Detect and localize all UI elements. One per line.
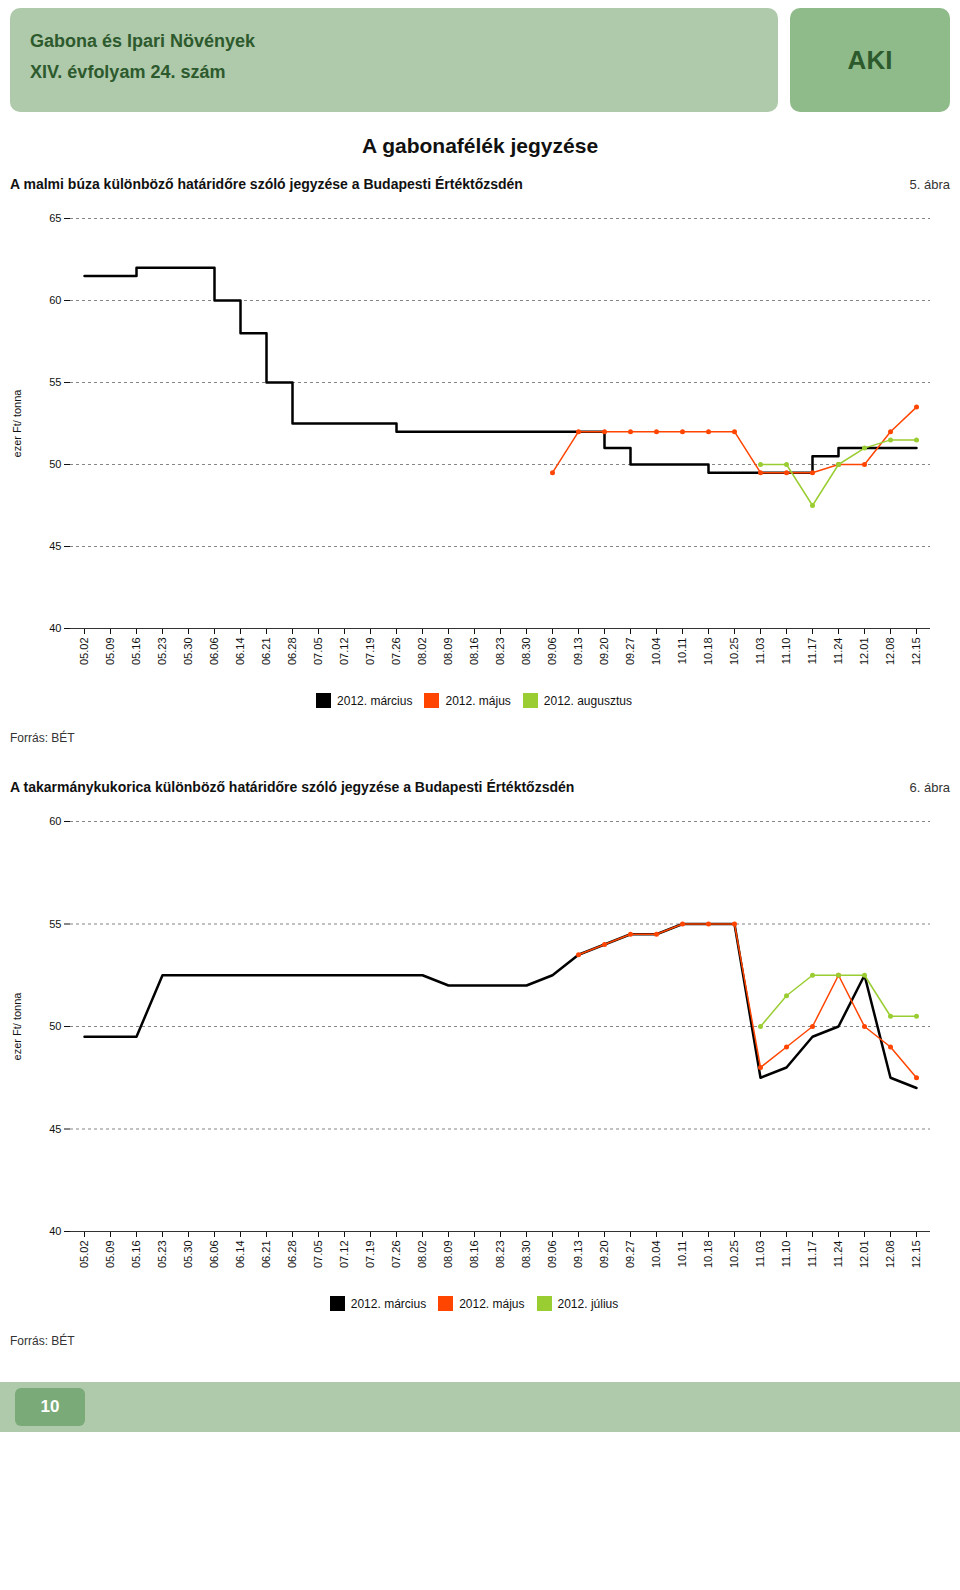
svg-text:10.04: 10.04 <box>650 638 662 666</box>
html-text:2012. március: 2012. március <box>337 693 413 708</box>
svg-text:11.17: 11.17 <box>806 1241 818 1268</box>
svg-text:09.20: 09.20 <box>598 1241 610 1269</box>
html-text:2012. július: 2012. július <box>557 1296 619 1311</box>
svg-text:11.10: 11.10 <box>780 638 792 665</box>
svg-text:12.01: 12.01 <box>858 1241 870 1269</box>
svg-text:45: 45 <box>49 1123 61 1135</box>
svg-text:10.18: 10.18 <box>702 1241 714 1269</box>
svg-text:07.12: 07.12 <box>338 638 350 666</box>
svg-text:05.09: 05.09 <box>104 1241 116 1269</box>
svg-text:11.17: 11.17 <box>806 638 818 665</box>
svg-text:07.19: 07.19 <box>364 638 376 666</box>
html-text:Forrás: BÉT: Forrás: BÉT <box>10 731 75 745</box>
svg-text:08.02: 08.02 <box>416 1241 428 1269</box>
svg-text:10.11: 10.11 <box>676 638 688 665</box>
svg-text:ezer Ft/ tonna: ezer Ft/ tonna <box>11 389 23 458</box>
html-text:A gabonafélék jegyzése: A gabonafélék jegyzése <box>361 134 599 157</box>
svg-text:40: 40 <box>49 1225 61 1237</box>
svg-text:ezer Ft/ tonna: ezer Ft/ tonna <box>11 992 23 1061</box>
svg-text:05.16: 05.16 <box>130 638 142 666</box>
svg-text:08.16: 08.16 <box>468 1241 480 1269</box>
svg-text:08.16: 08.16 <box>468 638 480 666</box>
svg-text:06.06: 06.06 <box>208 1241 220 1269</box>
svg-text:11.24: 11.24 <box>832 638 844 665</box>
html-text:2012. március: 2012. március <box>350 1296 427 1311</box>
html-text:2012. augusztus: 2012. augusztus <box>543 693 632 708</box>
svg-text:60: 60 <box>49 294 61 306</box>
svg-text:12.15: 12.15 <box>910 1241 922 1269</box>
svg-text:07.05: 07.05 <box>312 1241 324 1269</box>
svg-text:05.30: 05.30 <box>182 638 194 666</box>
svg-text:05.09: 05.09 <box>104 638 116 666</box>
html-text:Forrás: BÉT: Forrás: BÉT <box>10 1334 75 1348</box>
svg-text:05.02: 05.02 <box>78 1241 90 1269</box>
html-text:5. ábra: 5. ábra <box>909 177 950 192</box>
svg-text:07.05: 07.05 <box>312 638 324 666</box>
svg-text:50: 50 <box>49 458 61 470</box>
svg-text:55: 55 <box>49 376 61 388</box>
svg-text:05.16: 05.16 <box>130 1241 142 1269</box>
html-text:AKI: AKI <box>847 44 893 75</box>
svg-text:45: 45 <box>49 540 61 552</box>
svg-text:50: 50 <box>49 1020 61 1032</box>
svg-text:11.03: 11.03 <box>754 1241 766 1268</box>
html-text:A takarmánykukorica különböző: A takarmánykukorica különböző határidőre… <box>10 779 575 795</box>
svg-text:09.13: 09.13 <box>572 1241 584 1269</box>
svg-text:12.08: 12.08 <box>884 1241 896 1269</box>
svg-text:06.28: 06.28 <box>286 638 298 666</box>
html-text:2012. május: 2012. május <box>459 1296 525 1311</box>
svg-text:05.02: 05.02 <box>78 638 90 666</box>
svg-text:07.19: 07.19 <box>364 1241 376 1269</box>
svg-text:05.30: 05.30 <box>182 1241 194 1269</box>
svg-text:06.21: 06.21 <box>260 638 272 666</box>
svg-text:11.03: 11.03 <box>754 638 766 665</box>
svg-text:10.04: 10.04 <box>650 1241 662 1269</box>
svg-text:09.27: 09.27 <box>624 638 636 666</box>
svg-text:07.26: 07.26 <box>390 1241 402 1269</box>
html-text:A malmi búza különböző határid: A malmi búza különböző határidőre szóló … <box>10 176 523 192</box>
svg-text:06.28: 06.28 <box>286 1241 298 1269</box>
svg-text:65: 65 <box>49 212 61 224</box>
html-text:10: 10 <box>40 1397 60 1416</box>
html-text:XIV. évfolyam 24. szám: XIV. évfolyam 24. szám <box>30 61 226 82</box>
svg-text:12.08: 12.08 <box>884 638 896 666</box>
svg-text:08.02: 08.02 <box>416 638 428 666</box>
svg-text:07.26: 07.26 <box>390 638 402 666</box>
svg-text:11.24: 11.24 <box>832 1241 844 1268</box>
svg-text:09.20: 09.20 <box>598 638 610 666</box>
svg-text:06.21: 06.21 <box>260 1241 272 1269</box>
svg-text:60: 60 <box>49 815 61 827</box>
svg-text:08.30: 08.30 <box>520 638 532 666</box>
svg-text:55: 55 <box>49 918 61 930</box>
svg-text:06.06: 06.06 <box>208 638 220 666</box>
svg-text:07.12: 07.12 <box>338 1241 350 1269</box>
svg-text:08.09: 08.09 <box>442 638 454 666</box>
svg-text:06.14: 06.14 <box>234 1241 246 1269</box>
svg-text:05.23: 05.23 <box>156 638 168 666</box>
html-text:Gabona és Ipari Növények: Gabona és Ipari Növények <box>30 31 256 51</box>
svg-text:10.25: 10.25 <box>728 638 740 666</box>
svg-text:08.30: 08.30 <box>520 1241 532 1269</box>
svg-text:09.06: 09.06 <box>546 638 558 666</box>
svg-text:06.14: 06.14 <box>234 638 246 666</box>
svg-text:09.13: 09.13 <box>572 638 584 666</box>
svg-text:10.11: 10.11 <box>676 1241 688 1268</box>
svg-text:09.27: 09.27 <box>624 1241 636 1269</box>
svg-text:08.23: 08.23 <box>494 1241 506 1269</box>
svg-text:10.25: 10.25 <box>728 1241 740 1269</box>
html-text:2012. május: 2012. május <box>445 693 511 708</box>
svg-text:12.01: 12.01 <box>858 638 870 666</box>
svg-text:05.23: 05.23 <box>156 1241 168 1269</box>
svg-text:40: 40 <box>49 622 61 634</box>
svg-text:09.06: 09.06 <box>546 1241 558 1269</box>
svg-text:12.15: 12.15 <box>910 638 922 666</box>
svg-text:08.09: 08.09 <box>442 1241 454 1269</box>
svg-text:08.23: 08.23 <box>494 638 506 666</box>
svg-text:10.18: 10.18 <box>702 638 714 666</box>
svg-text:11.10: 11.10 <box>780 1241 792 1268</box>
html-text:6. ábra: 6. ábra <box>909 780 950 795</box>
